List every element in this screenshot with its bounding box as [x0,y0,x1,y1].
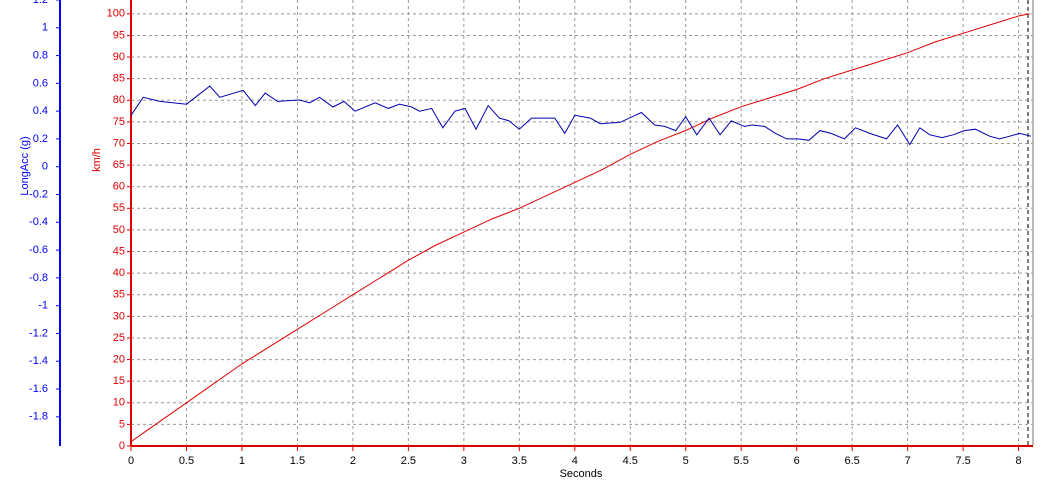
y2-tick-label: 0.2 [33,133,48,145]
y2-tick-label: 1.2 [33,0,48,6]
y2-tick-label: 0.4 [33,105,48,117]
y-tick-label: 30 [113,310,125,322]
x-tick-label: 4 [572,455,578,467]
y2-tick-label: 1 [42,22,48,34]
y2-tick-label: 0.6 [33,77,48,89]
y-tick-label: 75 [113,116,125,128]
x-tick-label: 4.5 [623,455,638,467]
y-tick-label: 80 [113,94,125,106]
x-tick-label: 6 [794,455,800,467]
x-tick-label: 8 [1016,455,1022,467]
data-line [130,85,1031,146]
x-tick-label: 0.5 [179,455,194,467]
y-tick-label: 15 [113,375,125,387]
y2-tick-label: 0.8 [33,49,48,61]
y2-tick-label: -1.2 [29,327,48,339]
y2-tick-label: -1.4 [29,355,48,367]
y-tick-label: 70 [113,137,125,149]
x-tick-label: 1.5 [290,455,305,467]
x-tick-label: 7.5 [955,455,970,467]
y-tick-label: 55 [113,202,125,214]
data-line [130,13,1030,443]
y2-tick-label: -0.2 [29,188,48,200]
y2-tick-label: 0 [42,161,48,173]
y2-tick-label: -1 [38,300,48,312]
y-tick-label: 35 [113,289,125,301]
x-tick-label: 5 [683,455,689,467]
y2-tick-label: -0.4 [29,216,48,228]
y2-tick-label: -0.8 [29,272,48,284]
x-tick-label: 3.5 [512,455,527,467]
x-tick-label: 6.5 [845,455,860,467]
y-tick-label: 20 [113,353,125,365]
y-tick-label: 40 [113,267,125,279]
y-tick-label: 5 [119,418,125,430]
y-tick-label: 90 [113,51,125,63]
y-tick-label: 10 [113,397,125,409]
y-tick-label: 45 [113,245,125,257]
y-tick-label: 0 [119,440,125,452]
y2-tick-label: -1.6 [29,383,48,395]
y-tick-label: 25 [113,332,125,344]
x-tick-label: 1 [239,455,245,467]
y-tick-label: 100 [107,8,125,20]
y-axis-label: km/h [91,148,103,172]
y-tick-label: 50 [113,224,125,236]
x-tick-label: 0 [128,455,134,467]
y2-tick-label: -1.8 [29,411,48,423]
y-tick-label: 60 [113,181,125,193]
x-tick-label: 5.5 [734,455,749,467]
y-tick-label: 65 [113,159,125,171]
y-tick-label: 95 [113,29,125,41]
x-tick-label: 2.5 [401,455,416,467]
y2-axis-label: LongAcc (g) [19,136,31,195]
x-tick-label: 2 [350,455,356,467]
x-tick-label: 3 [461,455,467,467]
x-axis-label: Seconds [560,468,603,480]
x-tick-label: 7 [905,455,911,467]
y-tick-label: 85 [113,73,125,85]
y2-tick-label: -0.6 [29,244,48,256]
